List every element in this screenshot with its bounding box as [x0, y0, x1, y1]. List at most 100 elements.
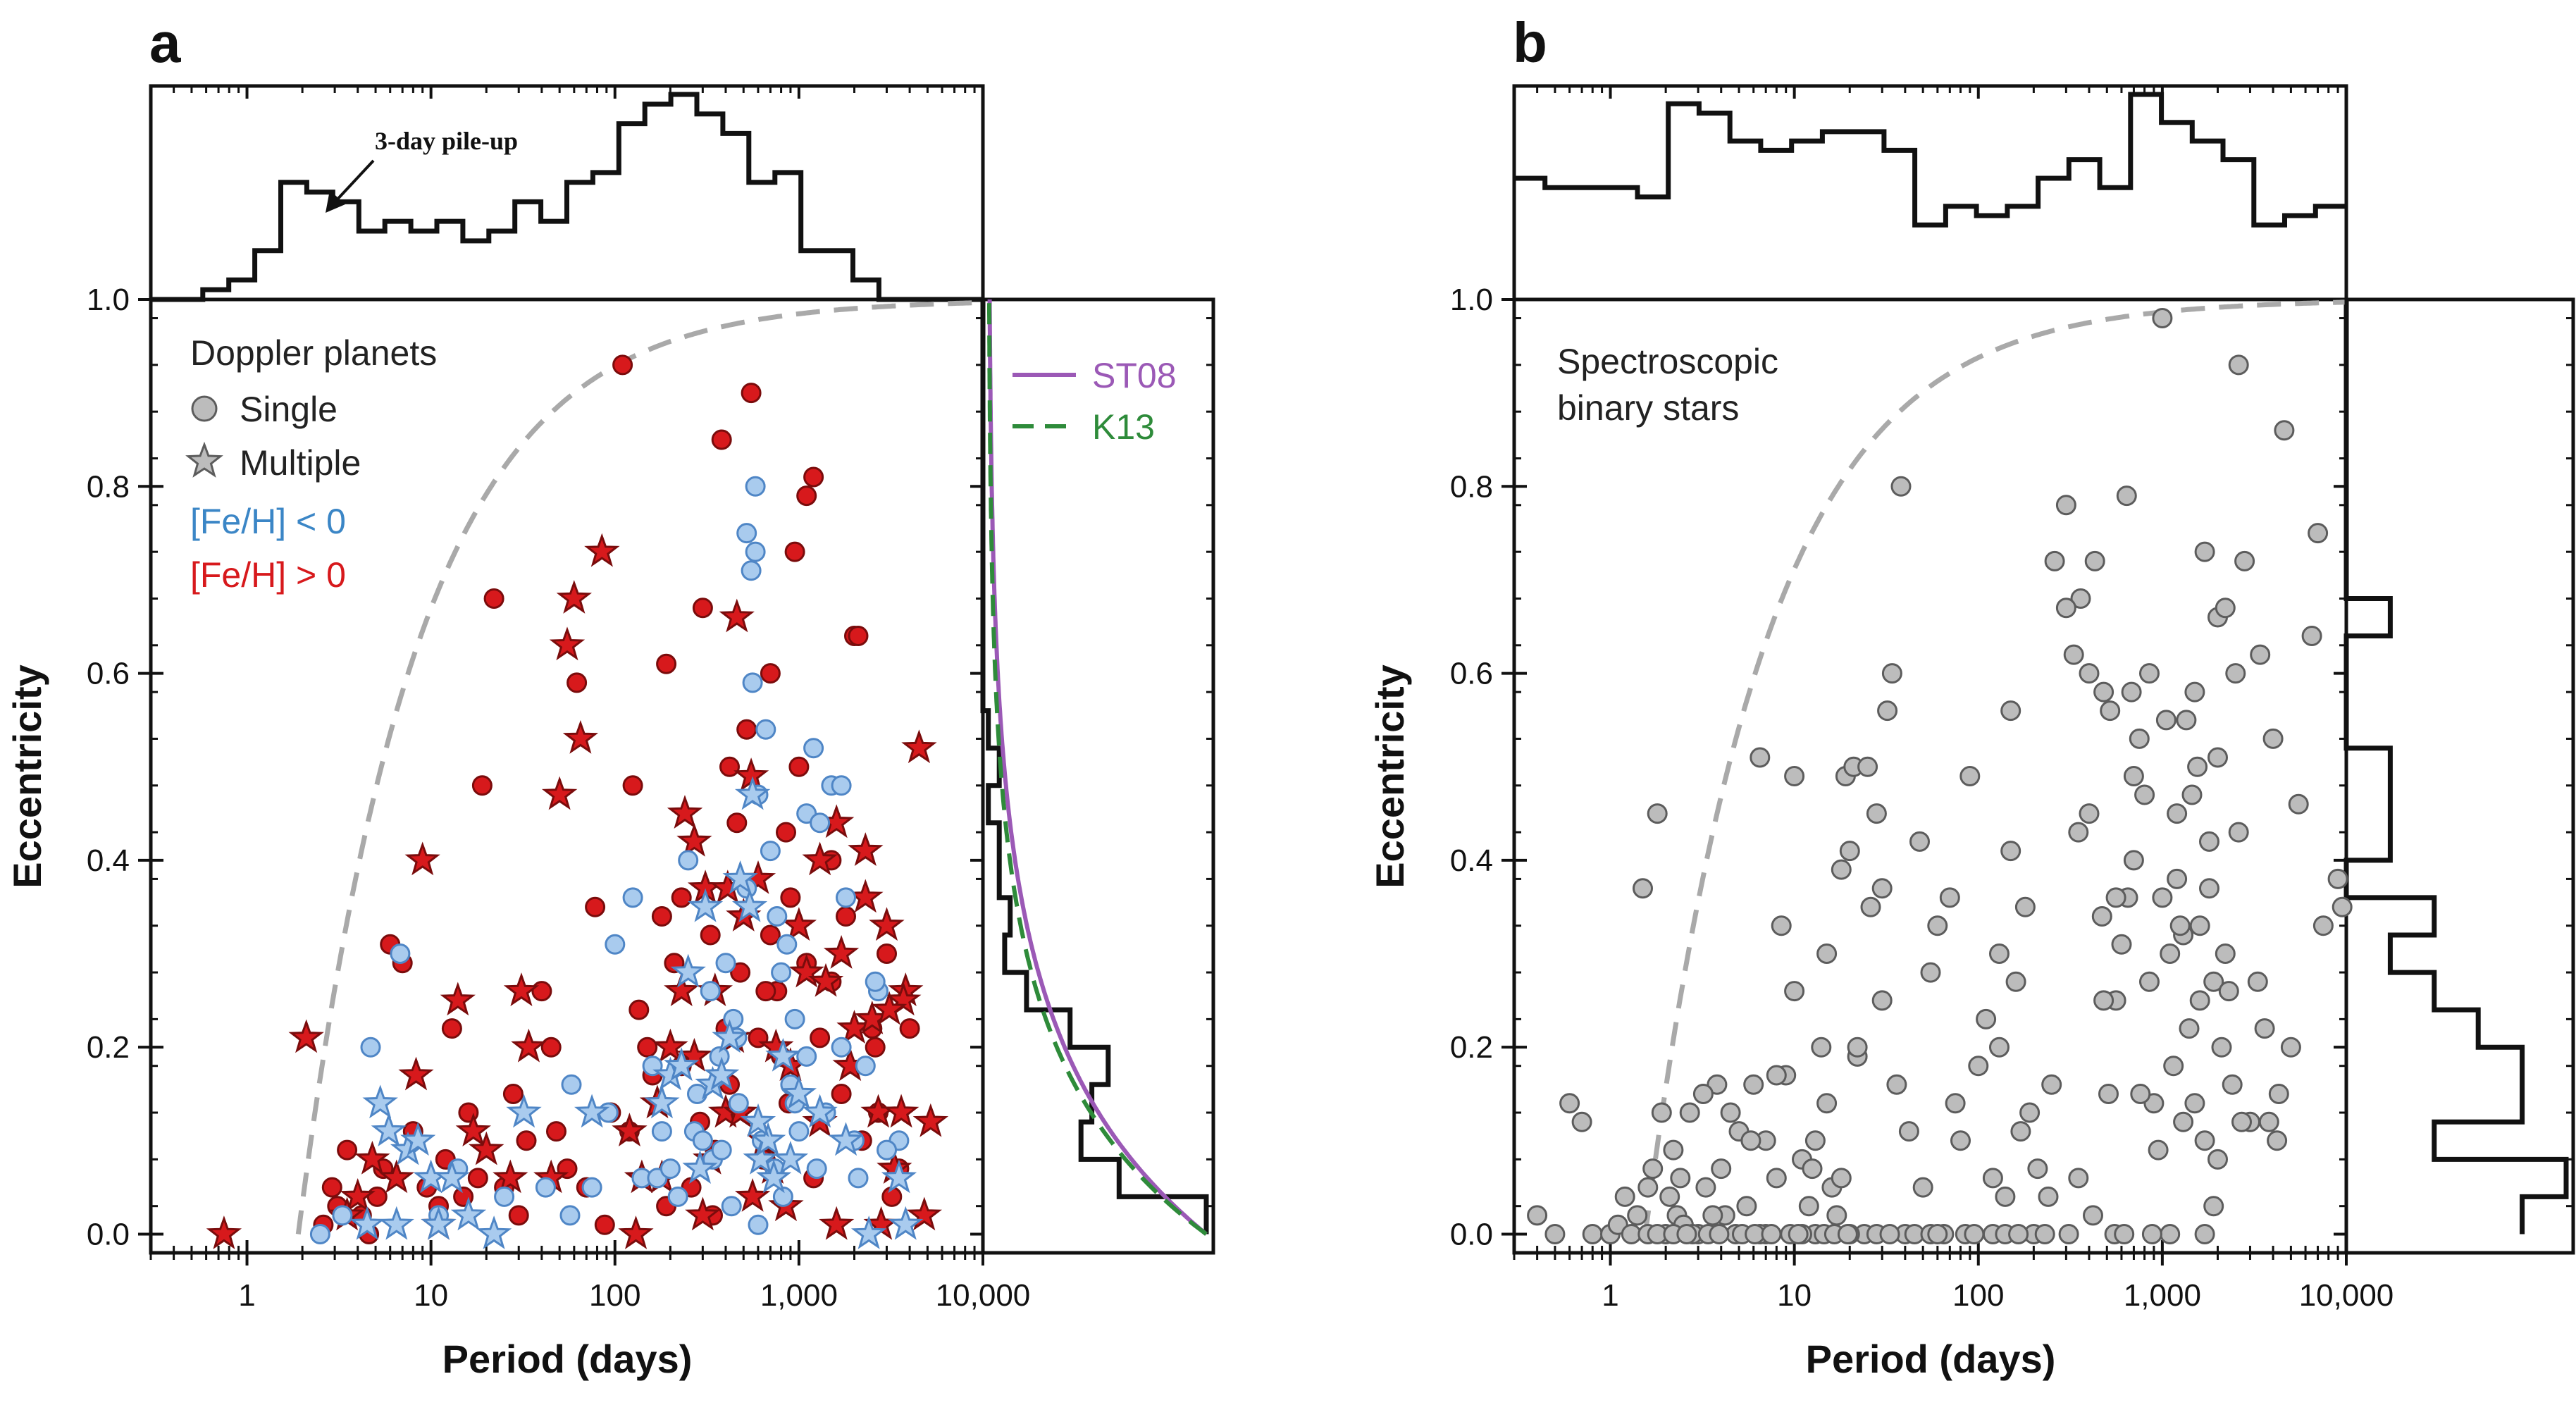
blue-star-point	[644, 1084, 680, 1119]
red-circle-point	[780, 887, 801, 908]
gray-circle-point	[2231, 1111, 2252, 1132]
gray-circle-point	[2111, 934, 2132, 955]
gray-circle-point	[2254, 1018, 2275, 1039]
gray-circle-point	[1959, 766, 1981, 786]
red-star-point	[340, 1177, 376, 1212]
blue-star-point	[740, 1103, 776, 1137]
red-star-point	[685, 1196, 721, 1231]
gray-circle-point	[2152, 308, 2173, 328]
gray-circle-point	[1839, 841, 1860, 862]
gray-circle-point	[1614, 1186, 1635, 1207]
gray-circle-point	[2199, 831, 2219, 852]
panel-b-legend-line-2: binary stars	[1557, 388, 1739, 428]
blue-star-point	[670, 953, 706, 988]
red-circle-point	[516, 1130, 537, 1151]
blue-circle-point	[831, 1037, 852, 1058]
red-star-point	[404, 841, 440, 876]
blue-circle-point	[806, 1158, 827, 1180]
red-star-point	[886, 982, 922, 1016]
red-circle-point	[594, 1214, 615, 1235]
red-circle-point	[508, 1205, 529, 1226]
gray-circle-point	[1571, 1111, 1592, 1132]
gray-circle-point	[2207, 747, 2228, 768]
gray-circle-point	[2008, 1224, 2029, 1244]
red-circle-point	[651, 906, 672, 927]
gray-circle-point	[2184, 1093, 2205, 1114]
blue-circle-point	[711, 1139, 732, 1161]
gray-circle-point	[1633, 878, 1653, 899]
gray-circle-point	[1964, 1224, 1985, 1244]
panel-a-top-histogram	[151, 92, 983, 302]
gray-circle-point	[1831, 859, 1852, 880]
gray-circle-point	[2247, 971, 2268, 992]
k13-legend-label: K13	[1092, 407, 1155, 447]
red-star-point	[788, 953, 824, 988]
y-tick-label: 0.4	[87, 843, 130, 878]
gray-circle-point	[2327, 868, 2348, 889]
blue-circle-point	[742, 672, 763, 693]
gray-circle-point	[1527, 1205, 1548, 1226]
blue-circle-point	[745, 476, 766, 497]
panel-a-ticks: 1 10 100 1,000 10,000 0.0 0.2 0.4 0.6 0.8 1.0	[87, 86, 1213, 1313]
red-star-point	[493, 1159, 528, 1194]
red-circle-point	[637, 1037, 658, 1058]
gray-circle-point	[1784, 766, 1805, 786]
blue-circle-point	[767, 906, 788, 927]
red-circle-point	[719, 756, 740, 777]
red-circle-point	[736, 719, 757, 740]
red-circle-point	[831, 1084, 852, 1104]
gray-circle-point	[2301, 626, 2322, 646]
gray-circle-point	[2123, 850, 2144, 871]
gray-circle-point	[2176, 710, 2197, 731]
gray-circle-point	[2187, 756, 2208, 777]
red-circle-point	[899, 1018, 920, 1039]
blue-star-point	[378, 1206, 414, 1240]
red-circle-point	[711, 429, 732, 450]
red-circle-point	[441, 1018, 462, 1039]
blue-circle-point	[651, 1121, 672, 1142]
gray-circle-point	[1898, 1121, 1919, 1142]
gray-circle-point	[2173, 1111, 2194, 1132]
gray-circle-point	[1920, 962, 1941, 983]
x-tick-label: 10	[1777, 1278, 1812, 1313]
gray-circle-point	[1670, 1168, 1691, 1189]
gray-circle-point	[2010, 1121, 2031, 1142]
gray-circle-point	[1927, 915, 1948, 936]
panel-b-plot-frame	[1512, 297, 2348, 1255]
blue-star-point	[850, 1215, 887, 1249]
gray-circle-point	[2055, 598, 2076, 619]
red-circle-point	[760, 924, 781, 946]
gray-circle-point	[2129, 728, 2150, 749]
red-star-point	[378, 1159, 414, 1194]
red-star-point	[664, 972, 700, 1007]
blue-circle-point	[622, 887, 643, 908]
gray-circle-point	[2105, 887, 2126, 908]
panel-a-data-points	[206, 354, 949, 1249]
gray-circle-point	[1976, 1008, 1997, 1029]
blue-star-point	[828, 1122, 864, 1156]
gray-circle-point	[2234, 550, 2255, 571]
red-circle-point	[788, 756, 810, 777]
blue-star-point	[772, 1140, 809, 1175]
gray-circle-point	[1692, 1084, 1714, 1104]
gray-circle-point	[2152, 887, 2173, 908]
red-star-point	[354, 1140, 390, 1175]
red-star-point	[883, 1094, 919, 1128]
gray-circle-point	[1736, 1196, 1757, 1217]
gray-circle-point	[2034, 1224, 2055, 1244]
gray-circle-point	[2250, 644, 2271, 665]
panel-b-side-histogram-frame	[2344, 297, 2575, 1255]
blue-star-point	[731, 888, 768, 922]
gray-circle-point	[2079, 803, 2100, 824]
blue-circle-point	[741, 560, 762, 581]
gray-circle-point	[2019, 1102, 2041, 1123]
red-circle-point	[877, 943, 897, 964]
gray-circle-point	[2267, 1130, 2288, 1151]
red-star-point	[469, 1131, 504, 1165]
red-star-point	[802, 841, 838, 876]
gray-circle-point	[2141, 1224, 2162, 1244]
gray-circle-point	[2068, 1168, 2089, 1189]
gray-circle-point	[1802, 1158, 1823, 1180]
gray-circle-point	[2055, 495, 2076, 516]
panel-a-side-histogram	[980, 299, 1209, 1235]
